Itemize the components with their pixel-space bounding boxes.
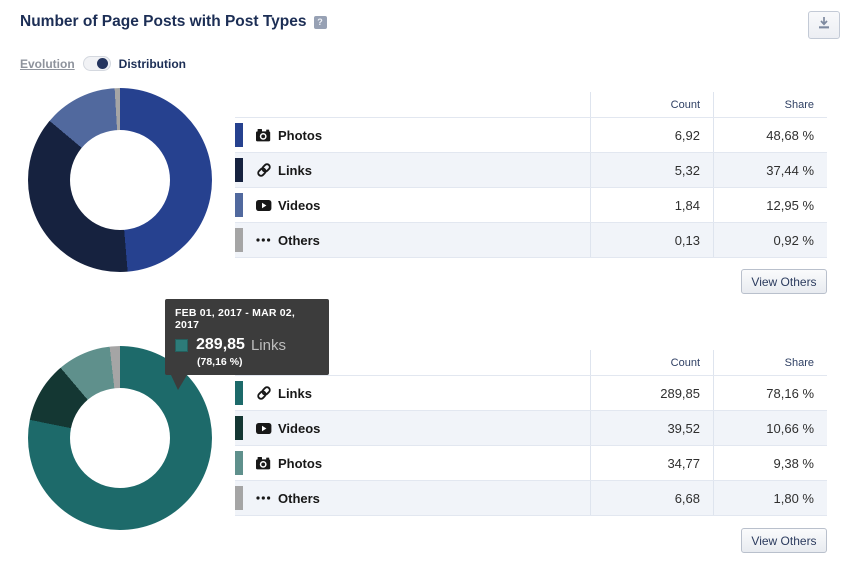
table-header-row: Count Share [235, 350, 827, 376]
post-types-table-bottom: Count Share Links 289,85 78,16 % Videos … [235, 350, 827, 516]
count-value: 1,84 [590, 188, 713, 222]
table-row: Videos 1,84 12,95 % [235, 188, 827, 223]
series-color-bar [235, 123, 243, 147]
distribution-toggle[interactable] [82, 56, 111, 71]
download-button[interactable] [808, 11, 840, 39]
camera-icon [255, 128, 272, 142]
post-type-label: Photos [278, 127, 323, 143]
play-icon [255, 199, 272, 211]
post-type-label: Links [278, 162, 312, 178]
post-types-donut-chart-top[interactable] [28, 88, 212, 272]
post-type-label: Photos [278, 455, 323, 471]
view-mode-toggle-row: Evolution Distribution [20, 56, 186, 71]
share-value: 48,68 % [713, 118, 827, 152]
share-value: 37,44 % [713, 153, 827, 187]
count-value: 0,13 [590, 223, 713, 257]
series-color-bar [235, 381, 243, 405]
tooltip-value: 289,85 [196, 336, 245, 353]
help-icon[interactable]: ? [313, 15, 327, 29]
share-value: 1,80 % [713, 481, 827, 515]
share-column-header: Share [713, 350, 827, 375]
camera-icon [255, 456, 272, 470]
count-value: 34,77 [590, 446, 713, 480]
series-color-bar [235, 486, 243, 510]
share-value: 0,92 % [713, 223, 827, 257]
post-type-label: Links [278, 385, 312, 401]
table-row: Photos 34,77 9,38 % [235, 446, 827, 481]
series-color-bar [235, 193, 243, 217]
series-color-bar [235, 451, 243, 475]
table-row: Links 289,85 78,16 % [235, 376, 827, 411]
post-type-label: Videos [278, 420, 321, 436]
distribution-label: Distribution [118, 56, 186, 71]
series-color-bar [235, 158, 243, 182]
count-column-header: Count [590, 350, 713, 375]
tooltip-caret [171, 375, 187, 390]
view-others-button-bottom[interactable]: View Others [741, 528, 827, 553]
link-icon [255, 386, 272, 400]
view-others-button-top[interactable]: View Others [741, 269, 827, 294]
series-color-bar [235, 228, 243, 252]
count-value: 5,32 [590, 153, 713, 187]
tooltip-series-label: Links [250, 336, 286, 354]
table-row: Others 0,13 0,92 % [235, 223, 827, 258]
table-row: Photos 6,92 48,68 % [235, 118, 827, 153]
share-value: 9,38 % [713, 446, 827, 480]
post-types-table-top: Count Share Photos 6,92 48,68 % Links 5,… [235, 92, 827, 258]
post-type-label: Videos [278, 197, 321, 213]
table-header-row: Count Share [235, 92, 827, 118]
series-color-bar [235, 416, 243, 440]
count-value: 289,85 [590, 376, 713, 410]
play-icon [255, 422, 272, 434]
table-row: Videos 39,52 10,66 % [235, 411, 827, 446]
table-row: Others 6,68 1,80 % [235, 481, 827, 516]
tooltip-series-swatch [175, 338, 188, 352]
count-value: 6,92 [590, 118, 713, 152]
dots-icon [255, 238, 272, 242]
page-title-text: Number of Page Posts with Post Types [20, 13, 307, 30]
page-title: Number of Page Posts with Post Types ? [20, 13, 327, 31]
tooltip-date-range: FEB 01, 2017 - MAR 02, 2017 [175, 307, 295, 331]
share-value: 12,95 % [713, 188, 827, 222]
toggle-knob [96, 58, 108, 69]
dots-icon [255, 496, 272, 500]
count-column-header: Count [590, 92, 713, 117]
tooltip-share: (78,16 %) [197, 356, 243, 368]
evolution-link[interactable]: Evolution [20, 56, 75, 71]
count-value: 39,52 [590, 411, 713, 445]
share-value: 78,16 % [713, 376, 827, 410]
link-icon [255, 163, 272, 177]
share-value: 10,66 % [713, 411, 827, 445]
chart-tooltip: FEB 01, 2017 - MAR 02, 2017 289,85 Links… [165, 299, 329, 390]
count-value: 6,68 [590, 481, 713, 515]
table-row: Links 5,32 37,44 % [235, 153, 827, 188]
share-column-header: Share [713, 92, 827, 117]
post-type-label: Others [278, 232, 320, 248]
post-type-label: Others [278, 490, 320, 506]
download-icon [817, 16, 831, 35]
